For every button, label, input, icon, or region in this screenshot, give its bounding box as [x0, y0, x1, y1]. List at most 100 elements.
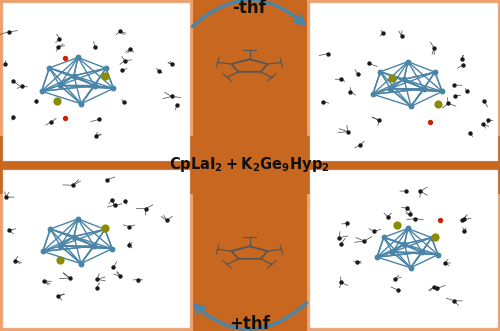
Point — [120, 58, 128, 64]
Point — [9, 114, 17, 119]
Point — [418, 250, 426, 255]
Point — [11, 258, 19, 263]
Point — [134, 277, 142, 282]
Point — [56, 36, 64, 41]
Point — [400, 241, 408, 247]
Point — [434, 252, 442, 257]
Point — [70, 73, 78, 78]
Point — [102, 177, 110, 182]
Point — [69, 183, 77, 188]
Point — [46, 65, 54, 71]
Point — [404, 226, 412, 231]
Point — [343, 221, 351, 226]
Point — [434, 286, 442, 291]
Point — [54, 98, 62, 104]
Point — [430, 285, 438, 290]
Bar — [2, 170, 190, 328]
Point — [360, 238, 368, 244]
Point — [400, 77, 408, 82]
Point — [56, 257, 64, 262]
Point — [384, 214, 392, 219]
Point — [95, 117, 103, 122]
Bar — [2, 3, 190, 161]
Point — [70, 234, 78, 239]
Text: $\mathbf{CpLaI_2 + K_2Ge_9Hyp_2}$: $\mathbf{CpLaI_2 + K_2Ge_9Hyp_2}$ — [169, 155, 330, 174]
Point — [375, 118, 383, 123]
Point — [77, 261, 85, 266]
Point — [154, 68, 162, 73]
Bar — [0, 136, 500, 194]
Point — [121, 198, 129, 203]
Point — [466, 130, 473, 135]
Point — [54, 44, 62, 50]
Point — [162, 218, 170, 223]
Point — [406, 212, 414, 217]
Point — [380, 235, 388, 240]
Point — [38, 88, 46, 94]
Bar — [310, 170, 498, 328]
Point — [346, 89, 354, 95]
Point — [484, 117, 492, 122]
Point — [430, 45, 438, 51]
Point — [479, 121, 487, 126]
Point — [436, 217, 444, 223]
Point — [120, 100, 128, 105]
Point — [416, 189, 424, 194]
Point — [172, 102, 180, 107]
Point — [344, 129, 352, 134]
Point — [90, 243, 98, 249]
Point — [337, 280, 345, 285]
Point — [480, 98, 488, 104]
Point — [10, 79, 18, 84]
Point — [101, 226, 109, 231]
Point — [168, 94, 175, 99]
Point — [1, 61, 9, 67]
Point — [101, 227, 109, 232]
Point — [386, 86, 394, 91]
Point — [462, 89, 470, 94]
Point — [356, 142, 364, 148]
Point — [110, 265, 118, 270]
Point — [426, 120, 434, 125]
Text: -thf: -thf — [232, 0, 266, 17]
Point — [91, 45, 99, 50]
Point — [459, 63, 467, 68]
Point — [116, 28, 124, 34]
Point — [110, 203, 118, 208]
Point — [168, 61, 175, 67]
Point — [354, 72, 362, 77]
Text: +thf: +thf — [229, 315, 270, 331]
Point — [40, 278, 48, 283]
Point — [353, 260, 361, 265]
Point — [431, 234, 439, 239]
Point — [125, 243, 133, 248]
Point — [18, 83, 25, 89]
Point — [336, 76, 344, 82]
Point — [402, 188, 410, 194]
Point — [388, 75, 396, 80]
Point — [4, 29, 12, 34]
Point — [394, 288, 402, 293]
Point — [434, 102, 442, 107]
Point — [458, 217, 466, 222]
Point — [125, 224, 133, 229]
Point — [320, 99, 328, 104]
Point — [74, 55, 82, 60]
Point — [404, 205, 411, 211]
Point — [66, 275, 74, 281]
FancyArrowPatch shape — [192, 0, 304, 26]
Point — [56, 83, 64, 88]
Point — [92, 133, 100, 139]
Point — [54, 294, 62, 299]
Point — [118, 68, 126, 73]
Point — [369, 92, 377, 97]
FancyArrowPatch shape — [196, 303, 306, 329]
Point — [394, 222, 402, 228]
Point — [406, 265, 414, 270]
Point — [451, 93, 459, 98]
Point — [364, 61, 372, 66]
Point — [450, 298, 458, 303]
Point — [110, 86, 118, 91]
Point — [32, 98, 40, 104]
Point — [444, 101, 452, 106]
